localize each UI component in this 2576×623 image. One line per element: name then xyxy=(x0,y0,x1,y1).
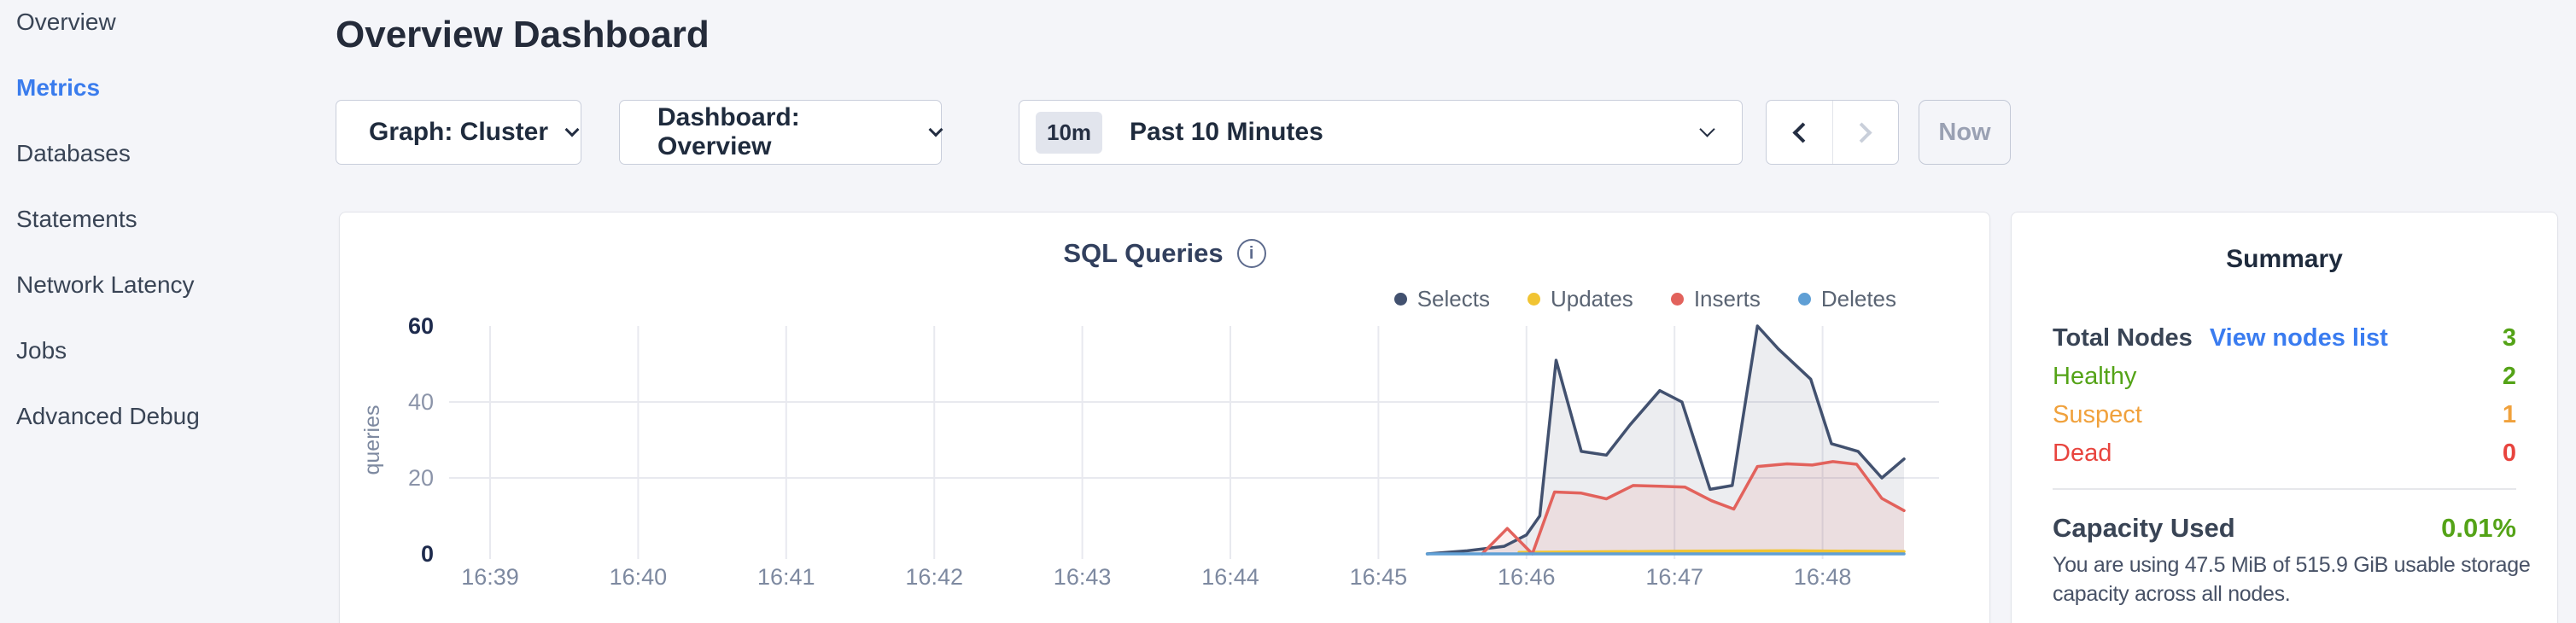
dead-nodes-row: Dead 0 xyxy=(2053,440,2516,478)
time-window-arrows xyxy=(1766,100,1899,165)
svg-text:16:41: 16:41 xyxy=(757,564,815,590)
legend-item-selects[interactable]: Selects xyxy=(1393,286,1490,312)
suspect-label: Suspect xyxy=(2053,401,2142,428)
dashboard-select-dropdown[interactable]: Dashboard: Overview xyxy=(619,100,943,165)
legend-item-deletes[interactable]: Deletes xyxy=(1797,286,1896,312)
sidebar-item-advanced-debug[interactable]: Advanced Debug xyxy=(16,403,200,429)
chevron-down-icon xyxy=(928,122,943,137)
time-range-dropdown[interactable]: 10m Past 10 Minutes xyxy=(1019,100,1743,165)
graph-scope-dropdown[interactable]: Graph: Cluster xyxy=(336,100,581,165)
sidebar-item-network-latency[interactable]: Network Latency xyxy=(16,271,195,298)
legend-label: Inserts xyxy=(1693,286,1761,312)
chart-title: SQL Queries xyxy=(1063,238,1224,268)
inserts-dot-icon xyxy=(1670,293,1684,306)
sidebar-item-statements[interactable]: Statements xyxy=(16,206,137,232)
sidebar-item-overview[interactable]: Overview xyxy=(16,9,116,35)
time-range-badge: 10m xyxy=(1036,111,1103,154)
sidebar-item-jobs[interactable]: Jobs xyxy=(16,337,67,364)
selects-dot-icon xyxy=(1393,293,1407,306)
sql-queries-chart[interactable]: 16:39 16:40 16:41 16:42 16:43 16:44 16:45 16:46… xyxy=(340,213,1989,614)
healthy-label: Healthy xyxy=(2053,363,2137,390)
capacity-row: Capacity Used 0.01% xyxy=(2053,513,2516,544)
sidebar-nav: Overview Metrics Databases Statements Ne… xyxy=(16,10,324,470)
legend-item-updates[interactable]: Updates xyxy=(1527,286,1633,312)
healthy-nodes-row: Healthy 2 xyxy=(2053,363,2516,401)
graph-scope-label: Graph: Cluster xyxy=(369,118,549,146)
view-nodes-list-link[interactable]: View nodes list xyxy=(2209,324,2388,352)
svg-text:16:43: 16:43 xyxy=(1054,564,1112,590)
dashboard-controls: Graph: Cluster Dashboard: Overview 10m P… xyxy=(336,100,2011,165)
chart-title-row: SQL Queries i xyxy=(340,238,1989,269)
total-nodes-value: 3 xyxy=(2502,324,2516,352)
capacity-note: You are using 47.5 MiB of 515.9 GiB usab… xyxy=(2053,550,2531,608)
svg-text:16:40: 16:40 xyxy=(610,564,668,590)
summary-title: Summary xyxy=(2226,245,2343,273)
dead-label: Dead xyxy=(2053,440,2112,467)
suspect-nodes-row: Suspect 1 xyxy=(2053,401,2516,440)
capacity-value: 0.01% xyxy=(2441,513,2516,543)
suspect-value: 1 xyxy=(2502,401,2516,428)
updates-dot-icon xyxy=(1527,293,1540,306)
chevron-right-icon xyxy=(1851,121,1872,143)
sql-queries-chart-card: SQL Queries i Selects Updates Inserts De… xyxy=(339,212,1990,623)
svg-text:16:46: 16:46 xyxy=(1498,564,1556,590)
capacity-label: Capacity Used xyxy=(2053,513,2235,543)
svg-text:16:45: 16:45 xyxy=(1350,564,1408,590)
svg-text:16:48: 16:48 xyxy=(1794,564,1852,590)
legend-label: Deletes xyxy=(1820,286,1896,312)
page-title: Overview Dashboard xyxy=(336,14,710,55)
svg-text:0: 0 xyxy=(421,541,434,567)
summary-card: Summary Total Nodes View nodes list 3 He… xyxy=(2011,212,2558,623)
dead-value: 0 xyxy=(2502,440,2516,467)
svg-text:20: 20 xyxy=(408,465,434,491)
healthy-value: 2 xyxy=(2502,363,2516,390)
chevron-down-icon xyxy=(1699,121,1715,137)
deletes-dot-icon xyxy=(1797,293,1811,306)
legend-label: Selects xyxy=(1417,286,1490,312)
now-button[interactable]: Now xyxy=(1919,100,2011,165)
dashboard-select-label: Dashboard: Overview xyxy=(657,103,800,160)
summary-rows: Total Nodes View nodes list 3 Healthy 2 … xyxy=(2053,324,2516,478)
svg-text:16:39: 16:39 xyxy=(461,564,519,590)
chevron-down-icon xyxy=(564,122,580,137)
svg-text:16:47: 16:47 xyxy=(1645,564,1703,590)
legend-label: Updates xyxy=(1550,286,1633,312)
total-nodes-row: Total Nodes View nodes list 3 xyxy=(2053,324,2516,363)
info-icon[interactable]: i xyxy=(1236,239,1266,268)
capacity-note-line2: capacity across all nodes. xyxy=(2053,582,2291,606)
sidebar-item-metrics[interactable]: Metrics xyxy=(16,74,101,101)
svg-text:60: 60 xyxy=(408,313,434,339)
legend-item-inserts[interactable]: Inserts xyxy=(1670,286,1761,312)
capacity-note-line1: You are using 47.5 MiB of 515.9 GiB usab… xyxy=(2053,553,2531,577)
summary-divider xyxy=(2053,488,2516,490)
time-forward-button[interactable] xyxy=(1833,101,1899,164)
chart-legend: Selects Updates Inserts Deletes xyxy=(1393,286,1896,312)
total-nodes-label: Total Nodes xyxy=(2053,324,2193,352)
svg-text:40: 40 xyxy=(408,389,434,415)
time-back-button[interactable] xyxy=(1767,101,1833,164)
chevron-left-icon xyxy=(1792,121,1814,143)
svg-text:queries: queries xyxy=(360,405,384,475)
time-range-label: Past 10 Minutes xyxy=(1130,118,1323,146)
svg-text:16:44: 16:44 xyxy=(1201,564,1259,590)
svg-text:16:42: 16:42 xyxy=(905,564,963,590)
sidebar-item-databases[interactable]: Databases xyxy=(16,140,131,166)
